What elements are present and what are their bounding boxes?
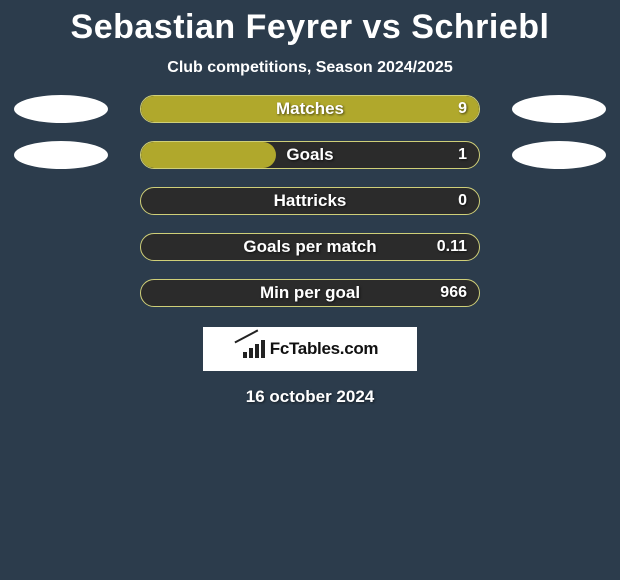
stat-bar: Matches9 — [140, 95, 480, 123]
player-right-ellipse — [512, 141, 606, 169]
page-title: Sebastian Feyrer vs Schriebl — [71, 8, 550, 47]
stat-row: Matches9 — [0, 95, 620, 123]
stat-bar: Goals1 — [140, 141, 480, 169]
player-left-ellipse — [14, 141, 108, 169]
stat-row: Hattricks0 — [0, 187, 620, 215]
report-date: 16 october 2024 — [246, 387, 375, 407]
stat-value: 966 — [440, 280, 467, 306]
stat-row: Goals1 — [0, 141, 620, 169]
player-left-ellipse — [14, 95, 108, 123]
stat-value: 0 — [458, 188, 467, 214]
stat-label: Hattricks — [141, 188, 479, 214]
stat-bar: Min per goal966 — [140, 279, 480, 307]
stat-value: 1 — [458, 142, 467, 168]
stat-label: Min per goal — [141, 280, 479, 306]
stat-bar-fill — [141, 142, 276, 168]
stat-row: Min per goal966 — [0, 279, 620, 307]
player-right-ellipse — [512, 95, 606, 123]
stat-label: Goals per match — [141, 234, 479, 260]
stat-value: 0.11 — [437, 234, 467, 260]
page-subtitle: Club competitions, Season 2024/2025 — [167, 59, 452, 77]
stat-bar-fill — [141, 96, 479, 122]
logo-text: FcTables.com — [270, 339, 379, 359]
stats-rows: Matches9Goals1Hattricks0Goals per match0… — [0, 95, 620, 307]
infographic-container: Sebastian Feyrer vs Schriebl Club compet… — [0, 0, 620, 407]
stat-bar: Hattricks0 — [140, 187, 480, 215]
logo-chart-icon — [242, 340, 264, 358]
stat-row: Goals per match0.11 — [0, 233, 620, 261]
fctables-logo[interactable]: FcTables.com — [203, 327, 417, 371]
stat-bar: Goals per match0.11 — [140, 233, 480, 261]
